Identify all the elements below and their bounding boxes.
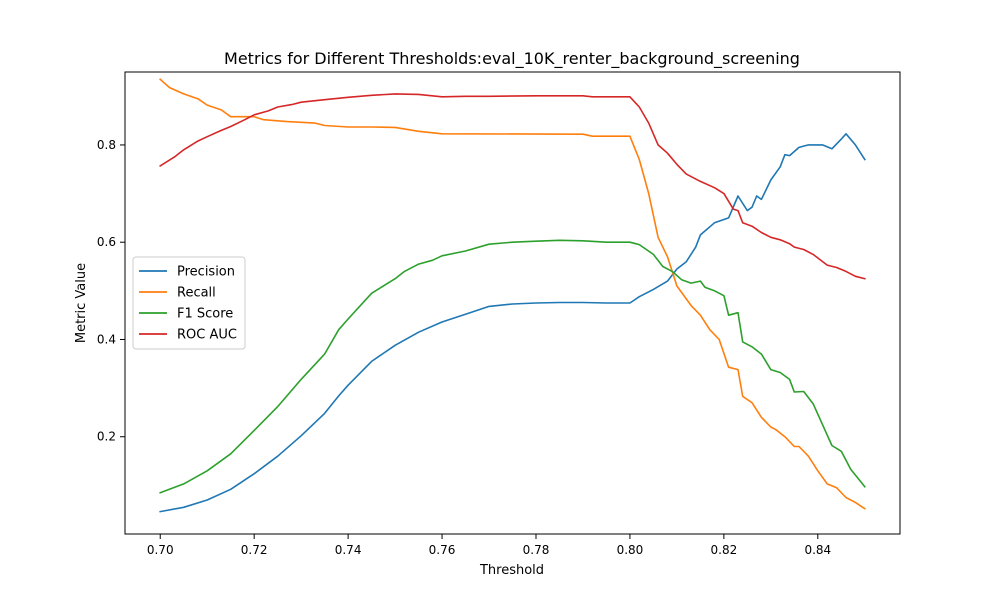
y-tick-label: 0.2 xyxy=(97,430,116,444)
x-tick-label: 0.80 xyxy=(617,543,644,557)
series-line-roc-auc xyxy=(159,93,866,280)
x-tick-label: 0.78 xyxy=(523,543,550,557)
y-tick-label: 0.6 xyxy=(97,235,116,249)
x-tick-label: 0.74 xyxy=(335,543,362,557)
x-axis-ticks: 0.70 0.72 0.74 0.76 0.78 0.80 0.82 0.84 xyxy=(147,534,831,557)
y-tick-label: 0.4 xyxy=(97,332,116,346)
legend-label: Recall xyxy=(177,286,216,301)
y-axis-label: Metric Value xyxy=(74,263,89,343)
legend: Precision Recall F1 Score ROC AUC xyxy=(132,256,246,350)
y-tick-label: 0.8 xyxy=(97,138,116,152)
x-tick-label: 0.76 xyxy=(429,543,456,557)
series-line-precision xyxy=(159,133,866,513)
legend-label: Precision xyxy=(177,265,235,280)
series-layer xyxy=(159,78,866,513)
chart-title: Metrics for Different Thresholds:eval_10… xyxy=(224,49,800,69)
y-axis-ticks: 0.2 0.4 0.6 0.8 xyxy=(97,138,125,444)
series-line-f1-score xyxy=(159,239,866,494)
x-tick-label: 0.82 xyxy=(711,543,738,557)
series-line-recall xyxy=(159,78,866,510)
legend-box xyxy=(132,256,246,350)
legend-label: F1 Score xyxy=(177,307,233,322)
x-tick-label: 0.84 xyxy=(804,543,831,557)
x-tick-label: 0.72 xyxy=(241,543,268,557)
x-axis-label: Threshold xyxy=(479,563,544,578)
x-tick-label: 0.70 xyxy=(147,543,174,557)
legend-label: ROC AUC xyxy=(177,328,237,343)
plot-frame xyxy=(124,71,901,535)
